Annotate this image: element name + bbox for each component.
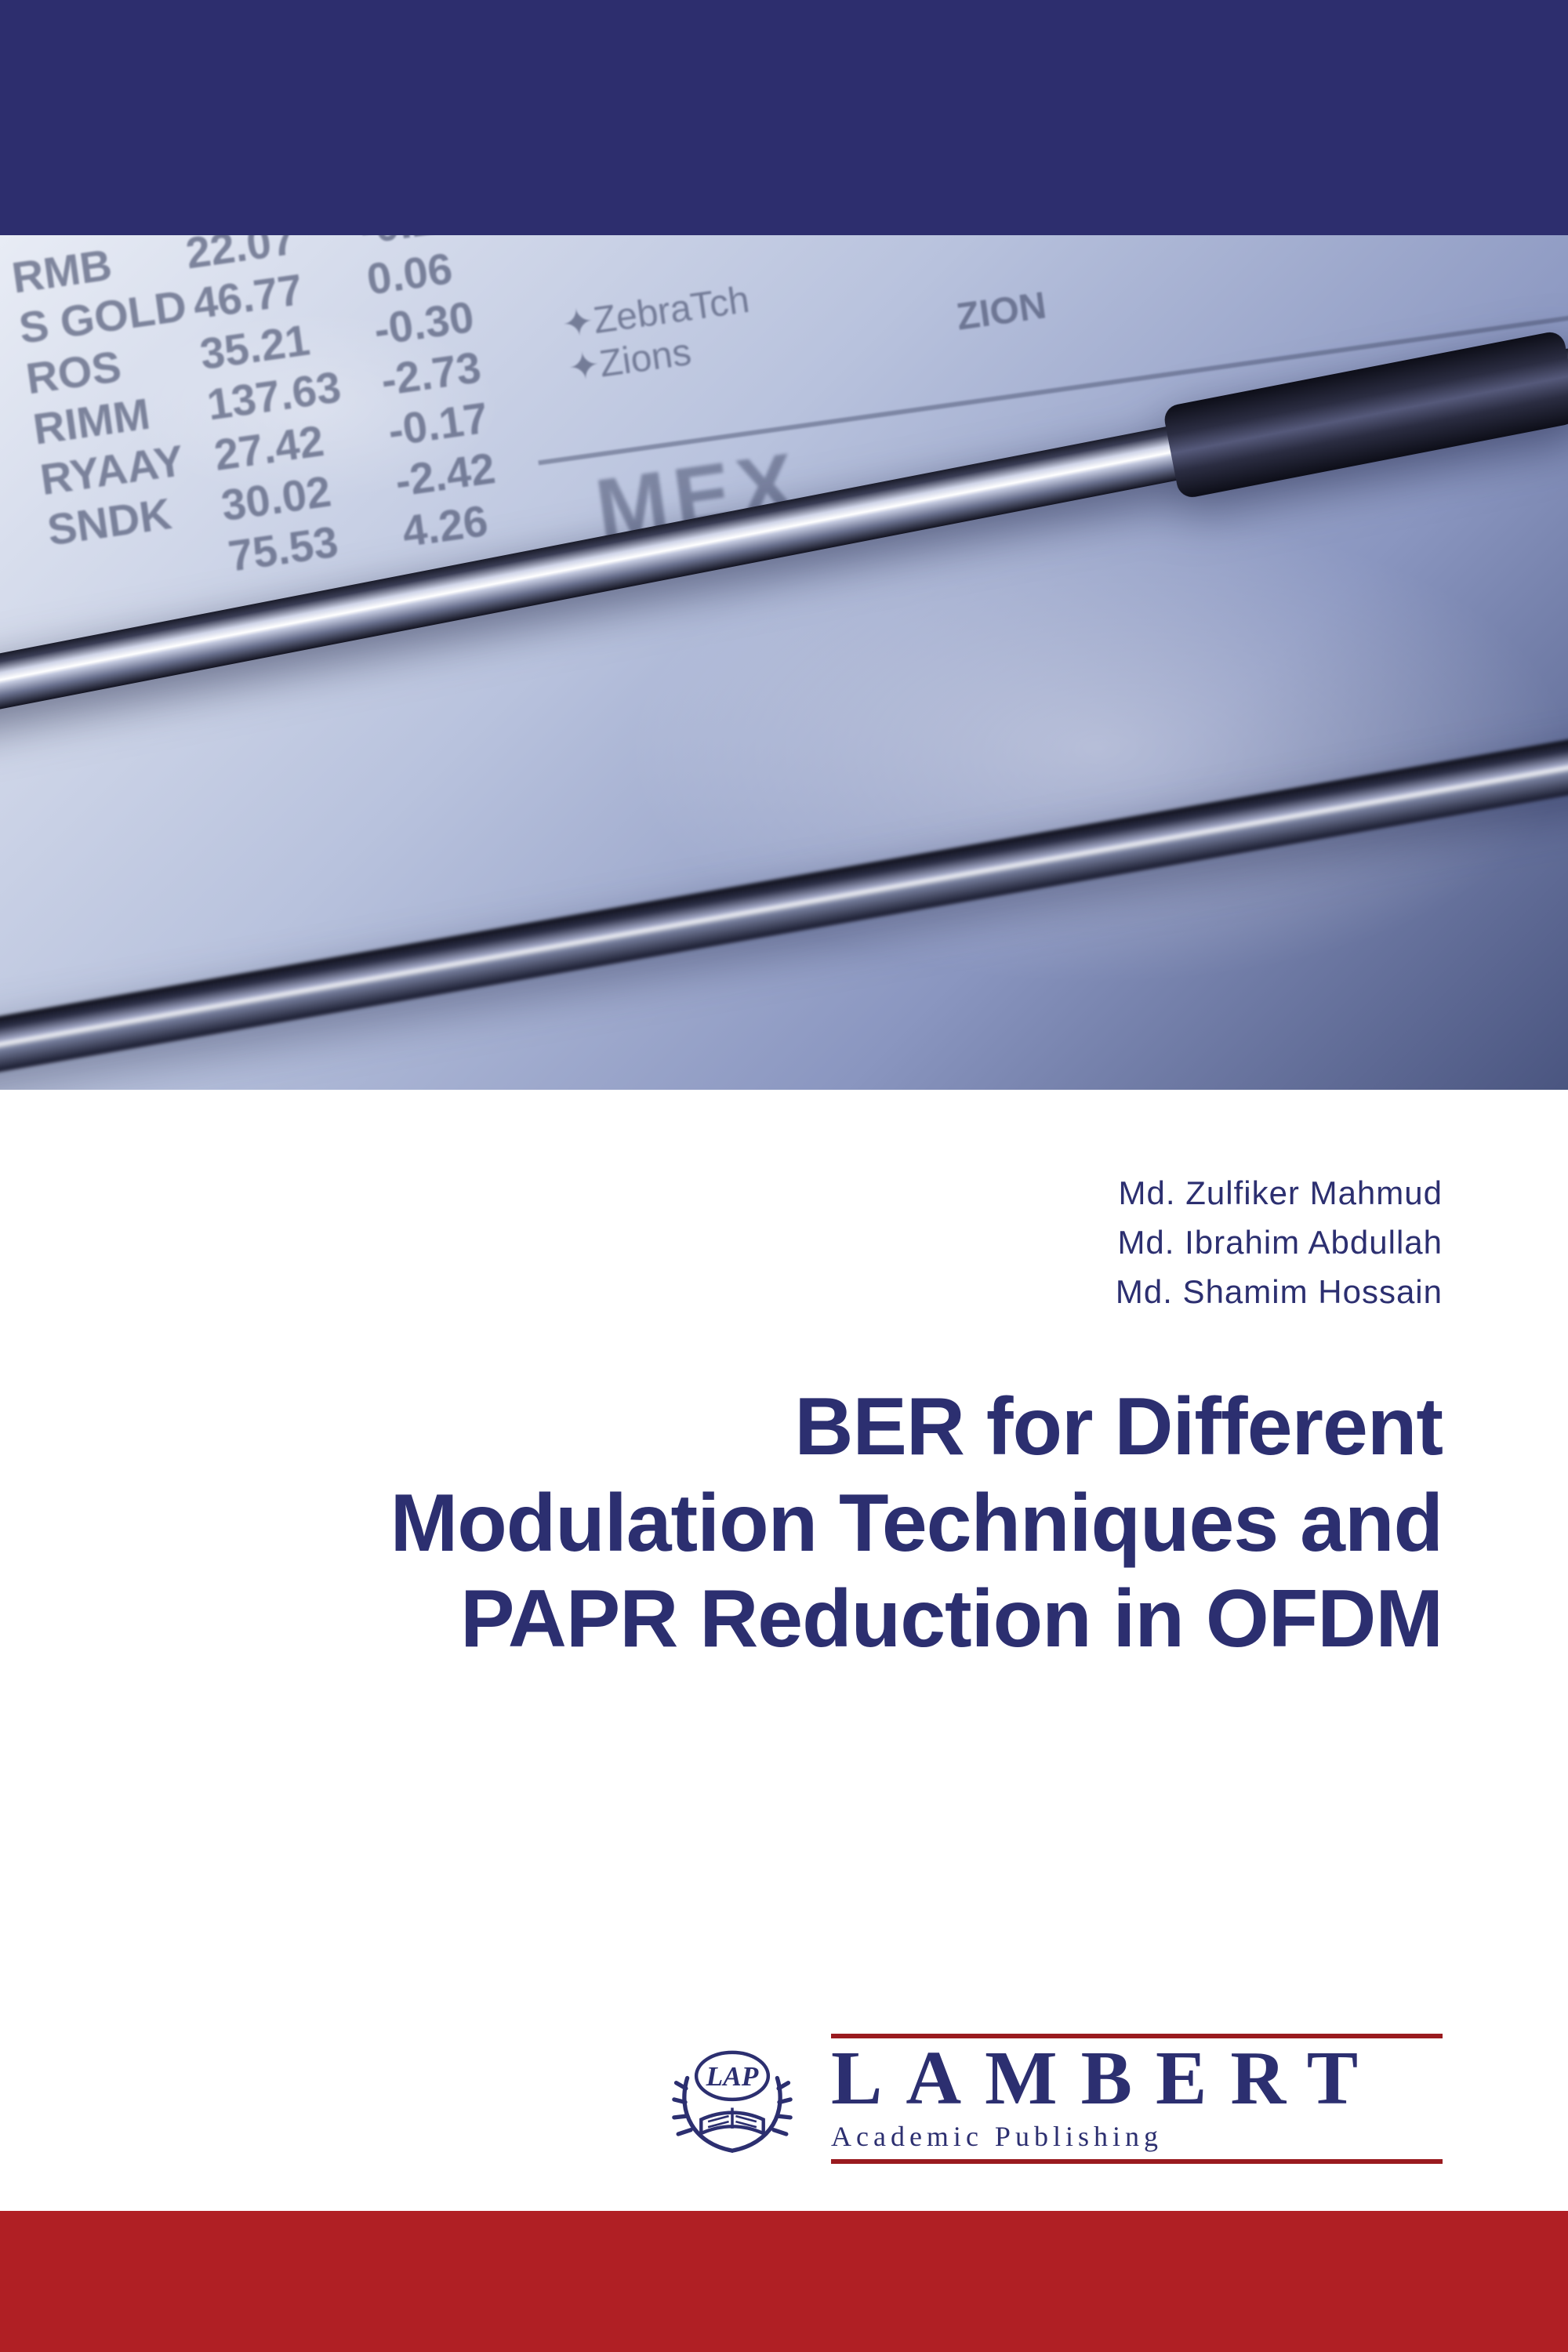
book-cover: RMB22.07-0.25S GOLD46.770.06ROS35.21-0.3…	[0, 0, 1568, 2352]
publisher-block: LAP LAMBERT Academic Publishing	[125, 2034, 1443, 2164]
ticker-zion: ZION	[954, 284, 1049, 339]
title-line: PAPR Reduction in OFDM	[125, 1571, 1443, 1668]
top-color-band	[0, 0, 1568, 235]
author-list: Md. Zulfiker Mahmud Md. Ibrahim Abdullah…	[125, 1168, 1443, 1316]
content-area: Md. Zulfiker Mahmud Md. Ibrahim Abdullah…	[0, 1090, 1568, 2211]
publisher-badge-text: LAP	[706, 2061, 759, 2092]
bottom-color-band	[0, 2211, 1568, 2352]
pen-background	[0, 657, 1568, 1090]
title-line: Modulation Techniques and	[125, 1475, 1443, 1572]
publisher-logo-icon: LAP	[662, 2040, 803, 2158]
ticker-side-labels: ✦ZebraTch ✦Zions	[559, 278, 758, 390]
publisher-rule-bottom	[831, 2159, 1443, 2164]
author-name: Md. Ibrahim Abdullah	[125, 1218, 1443, 1267]
publisher-subtitle: Academic Publishing	[831, 2120, 1443, 2153]
publisher-text: LAMBERT Academic Publishing	[831, 2034, 1443, 2164]
author-name: Md. Zulfiker Mahmud	[125, 1168, 1443, 1218]
book-title: BER for Different Modulation Techniques …	[125, 1379, 1443, 1668]
title-line: BER for Different	[125, 1379, 1443, 1475]
author-name: Md. Shamim Hossain	[125, 1267, 1443, 1316]
publisher-name: LAMBERT	[831, 2040, 1443, 2117]
hero-photo: RMB22.07-0.25S GOLD46.770.06ROS35.21-0.3…	[0, 235, 1568, 1090]
